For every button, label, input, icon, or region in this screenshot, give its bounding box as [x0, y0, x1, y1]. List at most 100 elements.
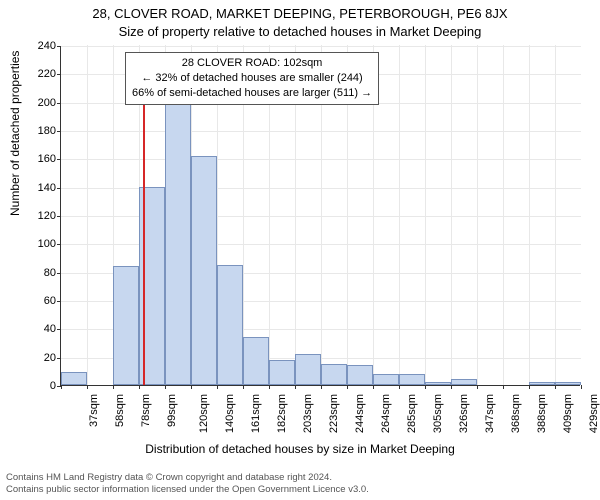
xtick-label: 409sqm — [562, 394, 574, 433]
ytick-mark — [57, 244, 61, 245]
gridline-v — [555, 45, 556, 385]
ytick-mark — [57, 46, 61, 47]
ytick-mark — [57, 188, 61, 189]
xtick-mark — [373, 385, 374, 389]
xtick-label: 305sqm — [432, 394, 444, 433]
histogram-bar — [61, 372, 87, 385]
histogram-bar — [373, 374, 399, 385]
ytick-label: 240 — [16, 40, 56, 52]
ytick-mark — [57, 159, 61, 160]
xtick-mark — [399, 385, 400, 389]
ytick-label: 160 — [16, 153, 56, 165]
xtick-mark — [191, 385, 192, 389]
histogram-bar — [425, 382, 451, 385]
xtick-label: 161sqm — [250, 394, 262, 433]
ytick-label: 200 — [16, 97, 56, 109]
xtick-mark — [581, 385, 582, 389]
xtick-mark — [321, 385, 322, 389]
histogram-bar — [555, 382, 581, 385]
plot-area: 28 CLOVER ROAD: 102sqm ← 32% of detached… — [60, 46, 580, 386]
xtick-label: 326sqm — [458, 394, 470, 433]
ytick-label: 80 — [16, 267, 56, 279]
xtick-mark — [217, 385, 218, 389]
xtick-mark — [477, 385, 478, 389]
xtick-label: 388sqm — [536, 394, 548, 433]
ytick-mark — [57, 216, 61, 217]
xtick-mark — [425, 385, 426, 389]
xtick-label: 140sqm — [224, 394, 236, 433]
ytick-label: 100 — [16, 238, 56, 250]
histogram-bar — [217, 265, 243, 385]
footer-line2: Contains public sector information licen… — [6, 484, 369, 496]
xtick-mark — [347, 385, 348, 389]
histogram-bar — [269, 360, 295, 386]
footer-line1: Contains HM Land Registry data © Crown c… — [6, 472, 369, 484]
ytick-label: 60 — [16, 295, 56, 307]
ytick-label: 120 — [16, 210, 56, 222]
histogram-bar — [347, 365, 373, 385]
ytick-label: 40 — [16, 323, 56, 335]
subject-marker-line — [143, 102, 145, 385]
xtick-mark — [503, 385, 504, 389]
gridline-v — [399, 45, 400, 385]
gridline-v — [477, 45, 478, 385]
histogram-bar — [321, 364, 347, 385]
xtick-label: 120sqm — [198, 394, 210, 433]
xtick-label: 264sqm — [380, 394, 392, 433]
annotation-line3: 66% of semi-detached houses are larger (… — [132, 86, 372, 101]
annotation-line1: 28 CLOVER ROAD: 102sqm — [132, 56, 372, 71]
xtick-label: 347sqm — [484, 394, 496, 433]
chart-title-subtitle: Size of property relative to detached ho… — [0, 24, 600, 39]
gridline-v — [451, 45, 452, 385]
ytick-label: 140 — [16, 182, 56, 194]
xtick-label: 58sqm — [114, 394, 126, 427]
xtick-label: 78sqm — [140, 394, 152, 427]
histogram-bar — [399, 374, 425, 385]
xtick-label: 285sqm — [406, 394, 418, 433]
gridline-v — [87, 45, 88, 385]
xtick-mark — [555, 385, 556, 389]
ytick-mark — [57, 329, 61, 330]
ytick-label: 20 — [16, 352, 56, 364]
xtick-label: 203sqm — [302, 394, 314, 433]
histogram-bar — [113, 266, 139, 385]
gridline-v — [425, 45, 426, 385]
histogram-bar — [295, 354, 321, 385]
xtick-mark — [87, 385, 88, 389]
gridline-v — [503, 45, 504, 385]
histogram-bar — [243, 337, 269, 385]
xtick-label: 99sqm — [166, 394, 178, 427]
xtick-mark — [295, 385, 296, 389]
ytick-mark — [57, 301, 61, 302]
xtick-label: 244sqm — [354, 394, 366, 433]
xtick-label: 182sqm — [276, 394, 288, 433]
chart-title-address: 28, CLOVER ROAD, MARKET DEEPING, PETERBO… — [0, 6, 600, 21]
ytick-label: 180 — [16, 125, 56, 137]
xtick-label: 37sqm — [88, 394, 100, 427]
xtick-mark — [269, 385, 270, 389]
ytick-label: 220 — [16, 68, 56, 80]
ytick-mark — [57, 273, 61, 274]
annotation-line2: ← 32% of detached houses are smaller (24… — [132, 71, 372, 86]
xtick-label: 429sqm — [588, 394, 600, 433]
ytick-mark — [57, 103, 61, 104]
ytick-mark — [57, 131, 61, 132]
ytick-label: 0 — [16, 380, 56, 392]
xtick-mark — [113, 385, 114, 389]
xtick-mark — [451, 385, 452, 389]
ytick-mark — [57, 358, 61, 359]
xtick-mark — [165, 385, 166, 389]
histogram-bar — [529, 382, 555, 385]
xtick-mark — [529, 385, 530, 389]
gridline-v — [529, 45, 530, 385]
ytick-mark — [57, 74, 61, 75]
histogram-bar — [191, 156, 217, 386]
footer-attribution: Contains HM Land Registry data © Crown c… — [6, 472, 369, 496]
xtick-mark — [243, 385, 244, 389]
annotation-box: 28 CLOVER ROAD: 102sqm ← 32% of detached… — [125, 52, 379, 105]
xtick-mark — [139, 385, 140, 389]
xtick-label: 368sqm — [510, 394, 522, 433]
xtick-label: 223sqm — [328, 394, 340, 433]
histogram-bar — [165, 102, 191, 385]
x-axis-title: Distribution of detached houses by size … — [0, 442, 600, 456]
